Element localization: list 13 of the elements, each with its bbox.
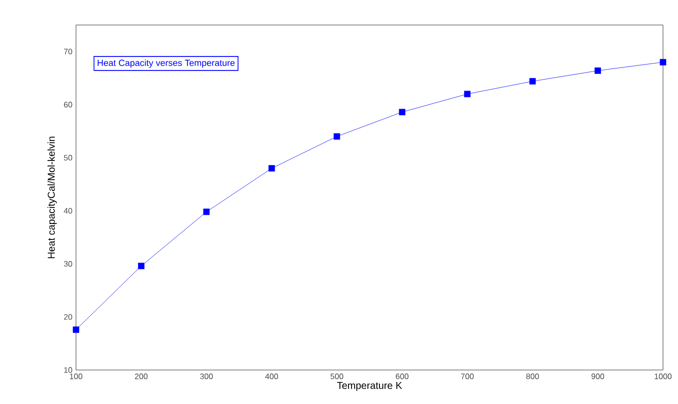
x-axis-title: Temperature K — [337, 382, 402, 391]
point — [464, 90, 471, 98]
point — [72, 326, 80, 333]
point — [594, 67, 601, 74]
point — [138, 262, 144, 270]
point — [529, 78, 536, 84]
point — [398, 108, 406, 116]
point — [268, 165, 275, 172]
point — [334, 133, 340, 140]
point — [203, 208, 210, 216]
point — [660, 58, 666, 66]
text: Heat Capacity verses Temperature — [98, 59, 235, 68]
y-axis-title: Heat capacityCal/Mol-kelvin — [47, 136, 57, 258]
